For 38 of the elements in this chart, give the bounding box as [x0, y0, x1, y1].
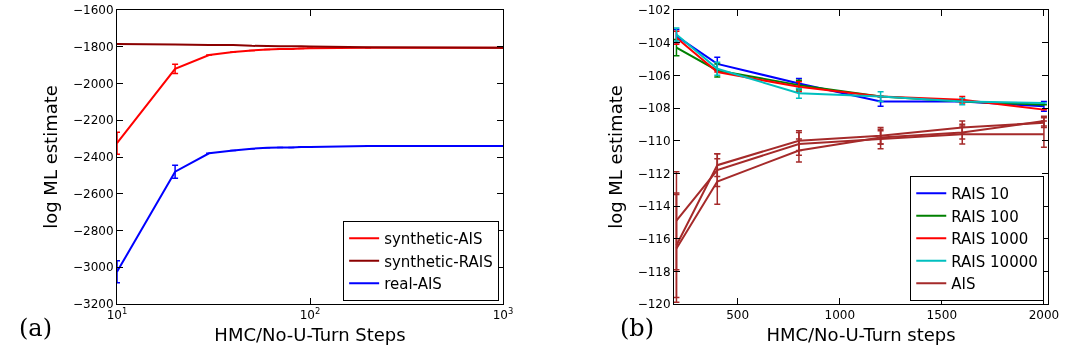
y-tick-label: −110: [637, 133, 671, 148]
y-tick-label: −102: [637, 3, 671, 18]
y-tick-label: −2600: [73, 186, 114, 201]
y-tick-label: −1800: [73, 39, 114, 54]
y-axis-title: log ML estimate: [40, 85, 62, 229]
x-tick-label: 10$^{3}$: [492, 306, 514, 323]
y-tick-label: −106: [637, 68, 671, 83]
x-axis-title: HMC/No-U-Turn steps: [766, 323, 956, 345]
legend-label: real-AIS: [384, 275, 442, 294]
y-tick-label: −108: [637, 101, 671, 116]
legend-label: AIS: [951, 275, 976, 294]
legend-label: RAIS 10000: [951, 252, 1038, 271]
y-tick-label: −112: [637, 166, 671, 181]
y-tick-label: −2000: [73, 76, 114, 91]
y-tick-label: −1600: [73, 3, 114, 18]
y-tick-label: −2200: [73, 113, 114, 128]
y-tick-label: −2400: [73, 150, 114, 165]
x-tick-label: 2000: [1028, 308, 1060, 323]
y-tick-label: −3000: [73, 260, 114, 275]
legend-label: RAIS 1000: [951, 230, 1029, 249]
y-tick-label: −118: [637, 264, 671, 279]
x-tick-label: 500: [726, 308, 750, 323]
x-tick-label: 10$^{2}$: [299, 306, 321, 323]
y-tick-label: −116: [637, 231, 671, 246]
legend-label: RAIS 10: [951, 185, 1010, 204]
y-tick-label: −104: [637, 35, 671, 50]
y-tick-label: −2800: [73, 223, 114, 238]
legend-label: synthetic-RAIS: [384, 252, 493, 271]
y-tick-label: −114: [637, 199, 671, 214]
legend-label: RAIS 100: [951, 207, 1019, 226]
x-tick-label: 1500: [926, 308, 958, 323]
text: (a): [19, 314, 53, 342]
x-axis-title: HMC/No-U-Turn Steps: [214, 323, 406, 345]
y-axis-title: log ML estimate: [604, 85, 626, 229]
x-tick-label: 1000: [824, 308, 856, 323]
text: (b): [620, 314, 655, 342]
y-tick-label: −120: [637, 297, 671, 312]
legend-label: synthetic-AIS: [384, 230, 483, 249]
